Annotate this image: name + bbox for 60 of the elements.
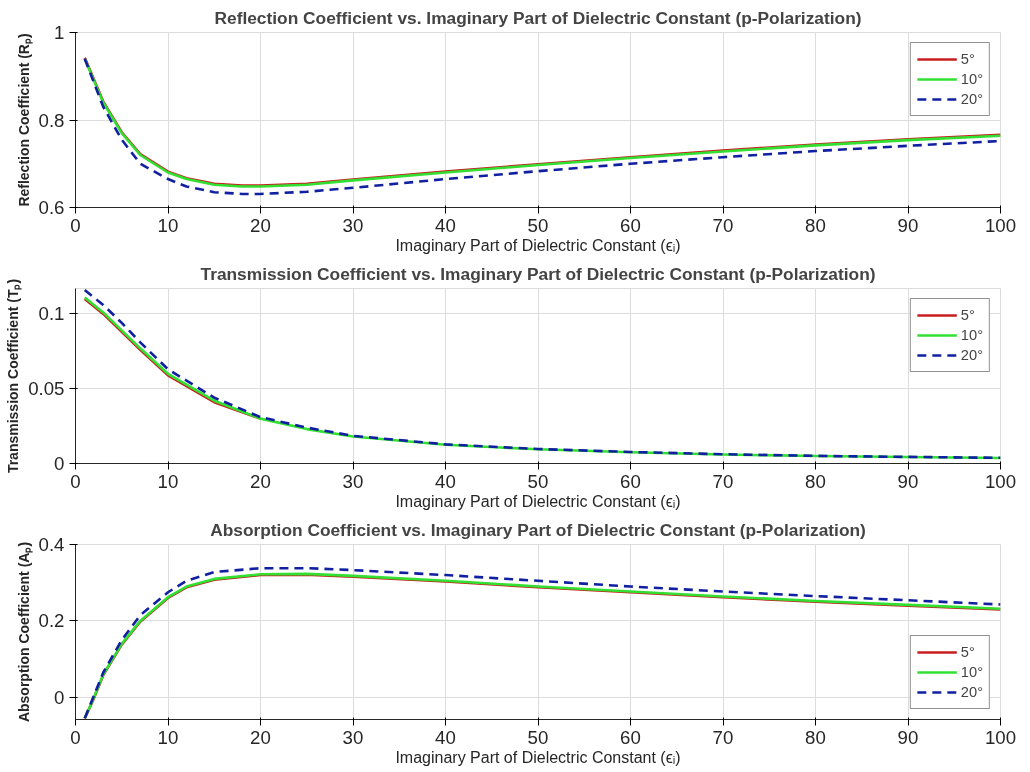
x-tick-label: 50: [527, 470, 549, 492]
x-tick-label: 90: [897, 470, 919, 492]
x-tick-label: 10: [157, 214, 179, 236]
x-tick-label: 20: [250, 726, 271, 748]
x-tick-label: 90: [897, 214, 919, 236]
x-tick-label: 40: [435, 726, 456, 748]
x-tick-label: 80: [805, 214, 826, 236]
x-tick-label: 100: [984, 470, 1017, 492]
x-tick-label: 90: [897, 726, 919, 748]
x-tick-label: 50: [527, 214, 549, 236]
x-tick-label: 40: [435, 214, 456, 236]
x-axis-title: Imaginary Part of Dielectric Constant (ϵᵢ): [395, 492, 681, 510]
chart-title: Absorption Coefficient vs. Imaginary Part of Dielectric Constant (p-Polarization): [210, 519, 866, 540]
chart-title: Reflection Coefficient vs. Imaginary Part of Dielectric Constant (p-Polarization): [214, 7, 862, 28]
x-tick-label: 70: [712, 470, 734, 492]
x-tick-label: 100: [984, 726, 1017, 748]
y-tick-label: 1: [54, 22, 65, 43]
x-tick-label: 40: [435, 470, 456, 492]
legend-label: 20°: [960, 91, 983, 107]
y-axis-title: Reflection Coefficient (Rₚ): [15, 33, 33, 207]
legend-label: 5°: [960, 644, 976, 660]
y-tick-label: 0.1: [38, 303, 65, 325]
y-tick-label: 0: [54, 686, 65, 708]
chart-title: Transmission Coefficient vs. Imaginary Part of Dielectric Constant (p-Polarization): [200, 263, 876, 284]
x-tick-label: 80: [805, 470, 826, 492]
y-tick-label: 0.4: [38, 534, 65, 555]
x-axis-title: Imaginary Part of Dielectric Constant (ϵᵢ): [395, 748, 681, 766]
x-axis-title: Imaginary Part of Dielectric Constant (ϵᵢ): [395, 236, 681, 254]
x-tick-label: 100: [984, 214, 1017, 236]
x-tick-label: 80: [805, 726, 826, 748]
y-tick-label: 0: [54, 453, 65, 474]
x-tick-label: 0: [70, 214, 81, 236]
x-tick-label: 0: [70, 726, 81, 748]
legend-label: 5°: [960, 307, 976, 323]
x-tick-label: 60: [620, 726, 641, 748]
y-axis-title: Transmission Coefficient (Tₚ): [5, 278, 23, 474]
y-axis-title: Absorption Coefficient (Aₚ): [15, 541, 33, 723]
legend-label: 10°: [960, 664, 983, 680]
x-tick-label: 20: [250, 470, 271, 492]
x-tick-label: 30: [342, 470, 364, 492]
x-tick-label: 30: [342, 726, 364, 748]
legend-label: 20°: [960, 347, 983, 363]
x-tick-label: 10: [157, 726, 179, 748]
legend-label: 10°: [960, 327, 983, 343]
x-tick-label: 20: [250, 214, 271, 236]
y-tick-label: 0.2: [38, 610, 65, 632]
legend-label: 5°: [960, 51, 976, 67]
x-tick-label: 10: [157, 470, 179, 492]
x-tick-label: 60: [620, 470, 641, 492]
x-tick-label: 70: [712, 214, 734, 236]
legend-label: 10°: [960, 71, 983, 87]
y-tick-label: 0.8: [38, 109, 65, 131]
y-tick-label: 0.05: [28, 378, 65, 400]
x-tick-label: 70: [712, 726, 734, 748]
x-tick-label: 0: [70, 470, 81, 492]
x-tick-label: 30: [342, 214, 364, 236]
x-tick-label: 60: [620, 214, 641, 236]
y-tick-label: 0.6: [38, 197, 65, 218]
x-tick-label: 50: [527, 726, 549, 748]
legend-label: 20°: [960, 684, 983, 700]
